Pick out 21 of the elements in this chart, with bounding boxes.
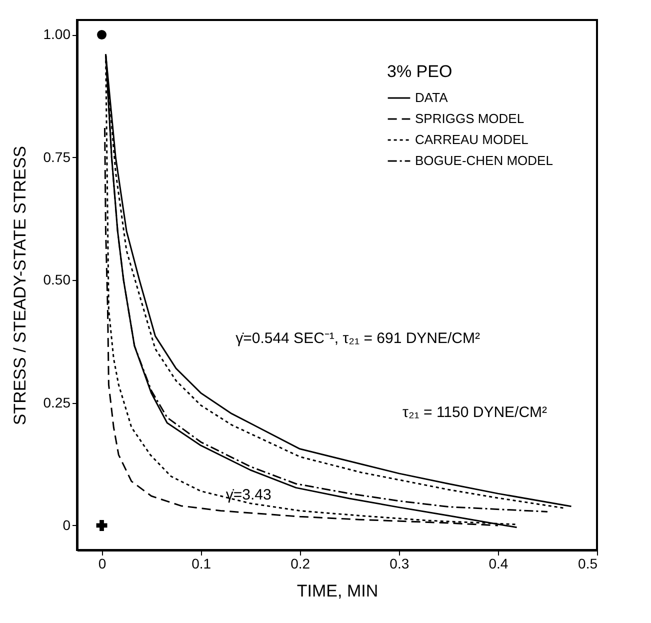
x-tick-label: 0.5	[578, 556, 598, 572]
y-tick-label: 0.25	[43, 394, 71, 410]
x-tick-label: 0	[98, 556, 106, 572]
y-tick-label: 1.00	[43, 26, 71, 42]
y-tick-label: 0.75	[43, 148, 71, 165]
legend-label: DATA	[415, 90, 448, 105]
legend-title: 3% PEO	[387, 62, 452, 81]
y-tick-label: 0	[62, 516, 71, 533]
annotation: τ₂₁ = 1150 DYNE/CM²	[402, 404, 548, 422]
x-axis-title: TIME, MIN	[296, 582, 378, 600]
annotation: γ̇=3.43	[226, 486, 272, 504]
y-axis-title: STRESS / STEADY-STATE STRESS	[10, 146, 30, 426]
legend-label: CARREAU MODEL	[415, 132, 528, 147]
x-tick-label: 0.2	[290, 556, 310, 572]
x-tick-label: 0.4	[488, 556, 508, 572]
legend-label: BOGUE-CHEN MODEL	[415, 153, 553, 168]
x-tick-label: 0.1	[192, 556, 212, 572]
x-tick-label: 0.3	[390, 556, 410, 572]
y-tick-label: 0.50	[43, 272, 71, 288]
annotation: γ̇=0.544 SEC⁻¹, τ₂₁ = 691 DYNE/CM²	[236, 330, 480, 347]
legend-label: SPRIGGS MODEL	[415, 111, 524, 126]
